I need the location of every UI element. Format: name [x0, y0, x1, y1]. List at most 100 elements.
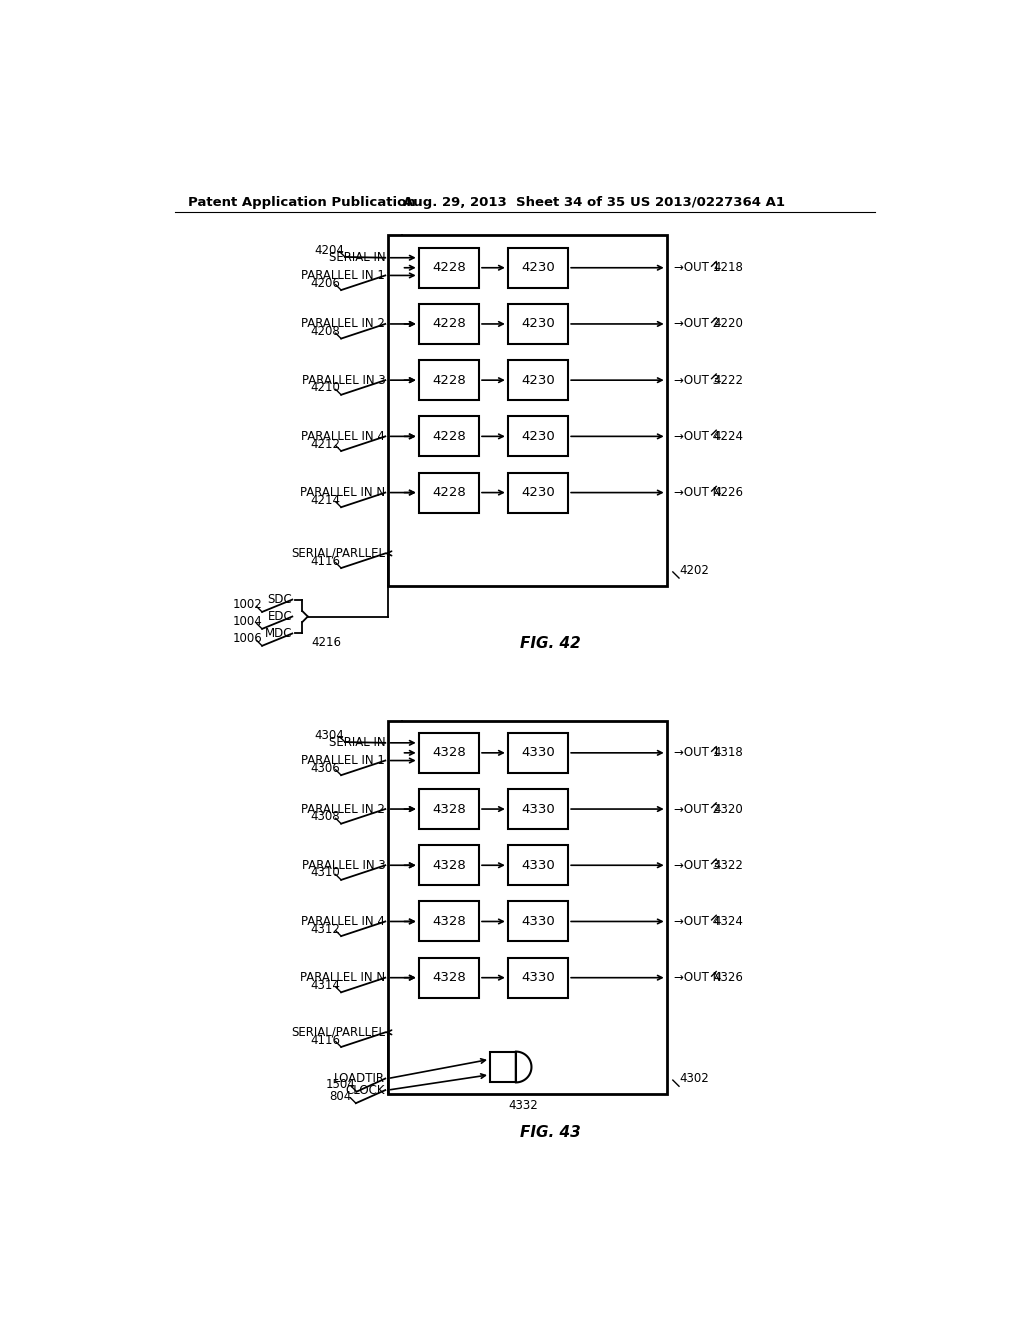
- Text: 4228: 4228: [432, 261, 466, 275]
- Text: 4210: 4210: [310, 381, 340, 395]
- Text: 4216: 4216: [311, 636, 341, 649]
- Text: PARALLEL IN N: PARALLEL IN N: [300, 972, 385, 985]
- Text: 4328: 4328: [432, 803, 466, 816]
- Text: 4202: 4202: [680, 564, 710, 577]
- Bar: [508, 473, 568, 512]
- Text: PARALLEL IN 2: PARALLEL IN 2: [301, 317, 385, 330]
- Text: 4208: 4208: [310, 325, 340, 338]
- Bar: [508, 304, 568, 345]
- Text: →OUT 4: →OUT 4: [675, 430, 721, 444]
- Bar: [508, 360, 568, 400]
- Text: Patent Application Publication: Patent Application Publication: [188, 195, 416, 209]
- Text: 4330: 4330: [521, 746, 555, 759]
- Text: 4116: 4116: [310, 1034, 340, 1047]
- Text: 4206: 4206: [310, 277, 340, 289]
- Text: LOADTIR: LOADTIR: [334, 1072, 385, 1085]
- Text: PARALLEL IN 2: PARALLEL IN 2: [301, 803, 385, 816]
- Text: 1002: 1002: [232, 598, 262, 611]
- Text: 4322: 4322: [713, 859, 743, 871]
- Text: 4328: 4328: [432, 972, 466, 985]
- Text: 1504: 1504: [326, 1078, 355, 1092]
- Text: →OUT N: →OUT N: [675, 486, 722, 499]
- Text: 4116: 4116: [310, 554, 340, 568]
- Bar: [508, 789, 568, 829]
- Bar: [419, 845, 479, 886]
- Text: →OUT 3: →OUT 3: [675, 859, 720, 871]
- Text: 4310: 4310: [310, 866, 340, 879]
- Text: 4330: 4330: [521, 859, 555, 871]
- Bar: [388, 235, 667, 586]
- Text: 4328: 4328: [432, 746, 466, 759]
- Text: 4230: 4230: [521, 261, 555, 275]
- Text: 4214: 4214: [310, 494, 340, 507]
- Text: →OUT 2: →OUT 2: [675, 317, 721, 330]
- Text: MDC: MDC: [265, 627, 292, 640]
- Bar: [419, 733, 479, 774]
- Text: →OUT 1: →OUT 1: [675, 746, 721, 759]
- Text: 1004: 1004: [232, 615, 262, 628]
- Bar: [508, 958, 568, 998]
- Text: PARALLEL IN 3: PARALLEL IN 3: [301, 374, 385, 387]
- Text: →OUT 1: →OUT 1: [675, 261, 721, 275]
- Text: PARALLEL IN N: PARALLEL IN N: [300, 486, 385, 499]
- Text: 4304: 4304: [314, 729, 344, 742]
- Text: 4230: 4230: [521, 317, 555, 330]
- Text: →OUT 4: →OUT 4: [675, 915, 721, 928]
- Text: FIG. 42: FIG. 42: [520, 636, 581, 651]
- Text: PARALLEL IN 4: PARALLEL IN 4: [301, 430, 385, 444]
- Text: 4228: 4228: [432, 430, 466, 444]
- Bar: [419, 416, 479, 457]
- Text: 4230: 4230: [521, 486, 555, 499]
- Text: →OUT 3: →OUT 3: [675, 374, 720, 387]
- Bar: [489, 1052, 516, 1082]
- Text: →OUT N: →OUT N: [675, 972, 722, 985]
- Text: →OUT 2: →OUT 2: [675, 803, 721, 816]
- Text: 4228: 4228: [432, 317, 466, 330]
- Bar: [508, 416, 568, 457]
- Text: PARALLEL IN 4: PARALLEL IN 4: [301, 915, 385, 928]
- Text: 4204: 4204: [314, 243, 344, 256]
- Text: 4306: 4306: [310, 762, 340, 775]
- Text: 4220: 4220: [713, 317, 743, 330]
- Bar: [508, 733, 568, 774]
- Bar: [508, 845, 568, 886]
- Text: 4212: 4212: [310, 437, 340, 450]
- Text: 4328: 4328: [432, 915, 466, 928]
- Text: FIG. 43: FIG. 43: [520, 1125, 581, 1140]
- Text: 4332: 4332: [508, 1100, 538, 1111]
- Bar: [419, 473, 479, 512]
- Text: 4326: 4326: [713, 972, 743, 985]
- Text: 1006: 1006: [232, 632, 262, 645]
- Text: 4218: 4218: [713, 261, 743, 275]
- Text: SERIAL/PARLLEL: SERIAL/PARLLEL: [291, 546, 385, 560]
- Text: SERIAL IN: SERIAL IN: [329, 737, 385, 750]
- Bar: [419, 360, 479, 400]
- Text: SERIAL/PARLLEL: SERIAL/PARLLEL: [291, 1026, 385, 1039]
- Text: SERIAL IN: SERIAL IN: [329, 251, 385, 264]
- Text: 4314: 4314: [310, 979, 340, 991]
- Bar: [508, 248, 568, 288]
- Text: US 2013/0227364 A1: US 2013/0227364 A1: [630, 195, 785, 209]
- Bar: [419, 248, 479, 288]
- Bar: [419, 958, 479, 998]
- Text: 4330: 4330: [521, 915, 555, 928]
- Text: 4330: 4330: [521, 803, 555, 816]
- Bar: [419, 304, 479, 345]
- Bar: [508, 902, 568, 941]
- Text: 804: 804: [330, 1090, 352, 1102]
- Text: 4320: 4320: [713, 803, 742, 816]
- Text: PARALLEL IN 3: PARALLEL IN 3: [301, 859, 385, 871]
- Text: 4330: 4330: [521, 972, 555, 985]
- Text: 4224: 4224: [713, 430, 743, 444]
- Text: 4302: 4302: [680, 1072, 710, 1085]
- Text: 4228: 4228: [432, 486, 466, 499]
- Text: 4312: 4312: [310, 923, 340, 936]
- Text: PARALLEL IN 1: PARALLEL IN 1: [301, 269, 385, 282]
- Text: 4226: 4226: [713, 486, 743, 499]
- Text: SDC: SDC: [267, 593, 292, 606]
- Text: 4324: 4324: [713, 915, 743, 928]
- Text: 4308: 4308: [310, 810, 340, 824]
- Text: EDC: EDC: [267, 610, 292, 623]
- Text: 4222: 4222: [713, 374, 743, 387]
- Text: 4318: 4318: [713, 746, 742, 759]
